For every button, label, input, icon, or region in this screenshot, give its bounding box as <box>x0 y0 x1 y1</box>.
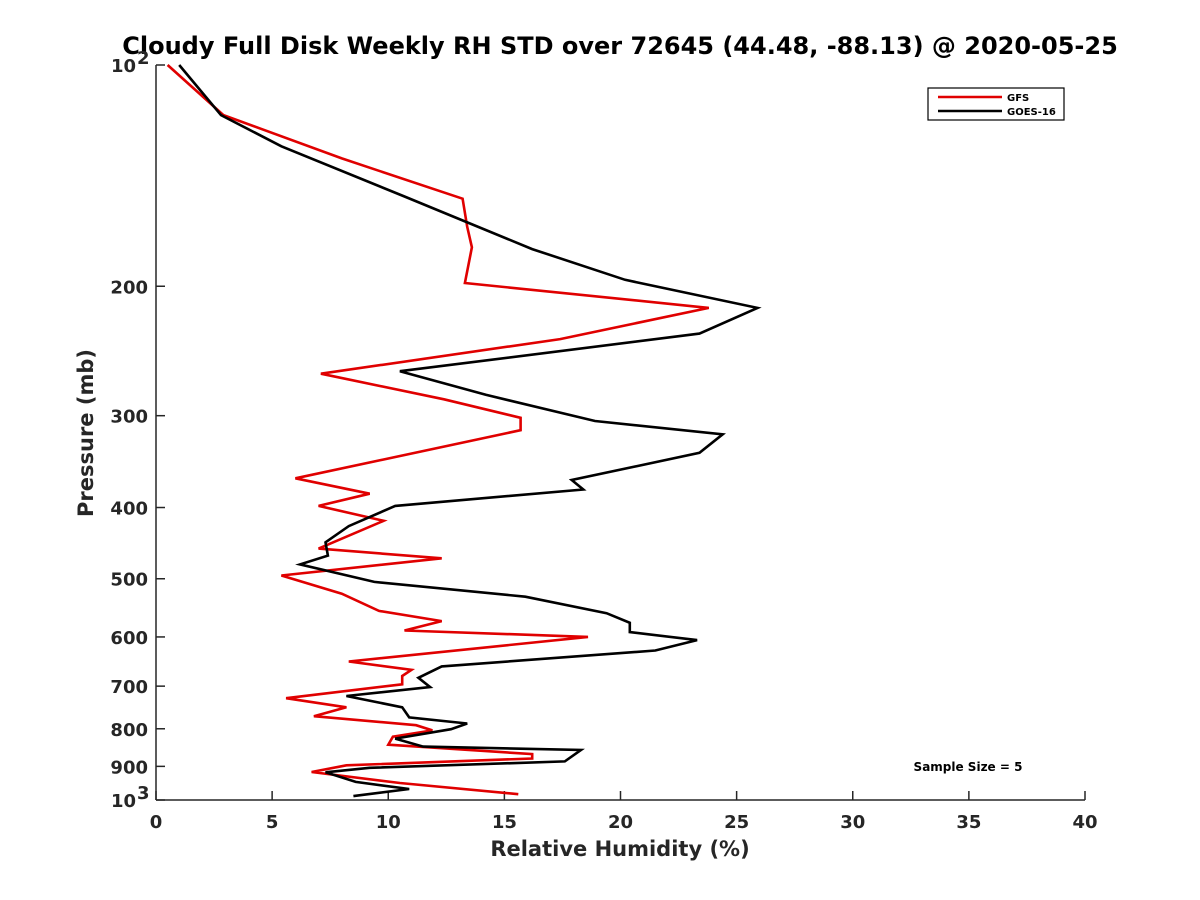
series-line-gfs <box>166 64 710 796</box>
y-tick-label: 800 <box>110 720 148 741</box>
chart-title: Cloudy Full Disk Weekly RH STD over 7264… <box>122 32 1118 60</box>
y-tick-exponent: 3 <box>137 783 150 804</box>
y-tick-label: 10 <box>111 791 136 812</box>
y-tick-label: 300 <box>110 407 148 428</box>
x-tick-label: 30 <box>840 812 865 833</box>
x-tick-label: 5 <box>266 812 279 833</box>
x-tick-label: 0 <box>150 812 163 833</box>
series-lines <box>166 64 762 798</box>
x-axis-label: Relative Humidity (%) <box>490 837 749 861</box>
series-line-goes16 <box>178 64 762 798</box>
y-tick-label: 700 <box>110 677 148 698</box>
y-tick-label: 900 <box>110 757 148 778</box>
y-axis-label: Pressure (mb) <box>74 349 98 517</box>
sample-size-annotation: Sample Size = 5 <box>914 760 1023 774</box>
y-tick-label: 200 <box>110 277 148 298</box>
x-tick-label: 15 <box>492 812 517 833</box>
x-tick-label: 35 <box>956 812 981 833</box>
x-tick-label: 10 <box>376 812 401 833</box>
plot-area: 0 5 10 15 20 25 30 35 40 10 220030040050060070080… <box>110 48 1097 833</box>
legend: GFS GOES-16 <box>927 87 1065 121</box>
x-tick-label: 20 <box>608 812 633 833</box>
y-tick-label: 10 <box>111 56 136 77</box>
y-tick-label: 600 <box>110 628 148 649</box>
x-tick-label: 40 <box>1072 812 1097 833</box>
legend-label-gfs: GFS <box>1007 93 1029 104</box>
x-tick-label: 25 <box>724 812 749 833</box>
y-tick-label: 500 <box>110 570 148 591</box>
x-ticks: 0 5 10 15 20 25 30 35 40 <box>150 791 1098 833</box>
y-tick-exponent: 2 <box>137 48 150 69</box>
legend-box <box>927 87 1065 121</box>
legend-label-goes16: GOES-16 <box>1007 107 1056 118</box>
y-tick-label: 400 <box>110 499 148 520</box>
